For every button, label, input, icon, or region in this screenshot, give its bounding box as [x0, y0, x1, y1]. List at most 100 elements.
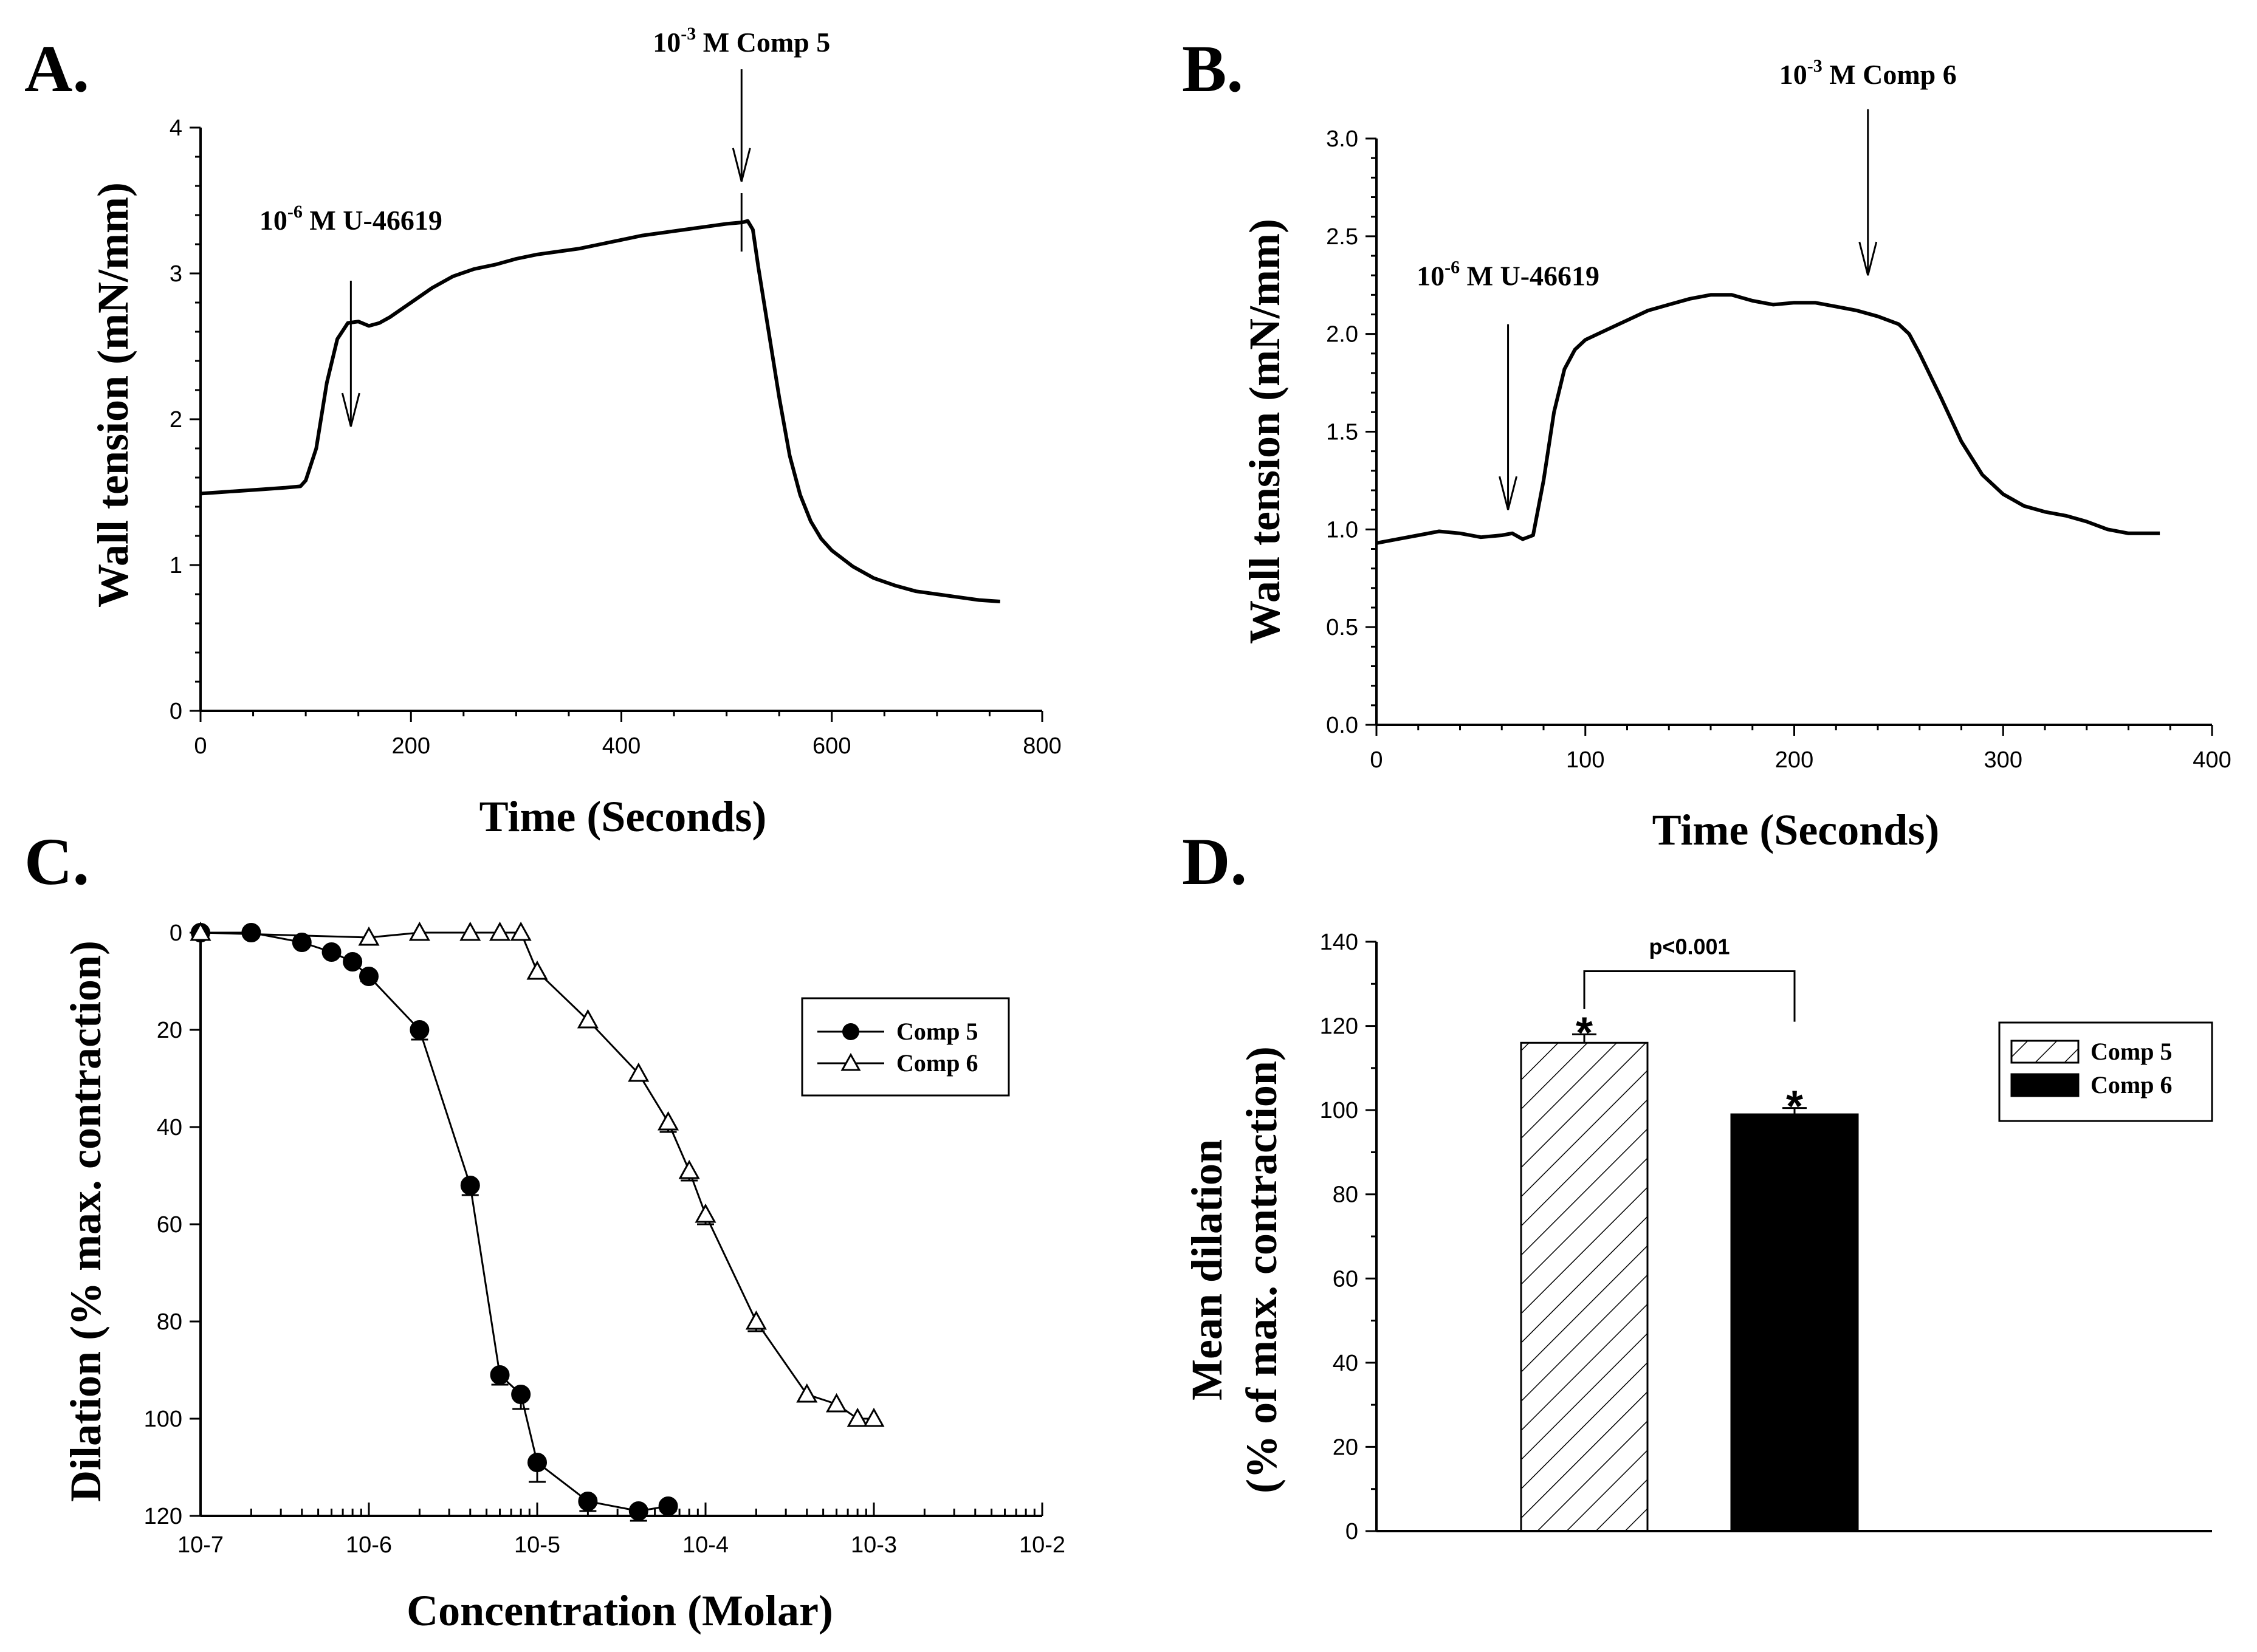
panel-c-legend-label-comp6: Comp 6 [896, 1049, 978, 1077]
panel-c-point-comp6 [526, 960, 548, 980]
panel-a-chart: Time (Seconds) Wall tension (mN/mm) 0 200… [89, 24, 1062, 841]
panel-c-point-comp5 [658, 1496, 678, 1516]
panel-c-point-comp5 [460, 1176, 480, 1195]
panel-a-y-tick-label: 2 [170, 407, 182, 433]
panel-b-x-tick-label: 300 [1984, 747, 2022, 773]
panel-d-y-tick-label: 0 [1345, 1519, 1358, 1544]
panel-b-arrow-head [1858, 241, 1878, 276]
panel-d-y-tick-label: 100 [1320, 1098, 1358, 1123]
panel-c-point-comp5 [527, 1453, 547, 1472]
panel-d-y-tick-label: 20 [1333, 1434, 1358, 1460]
panel-c-x-tick-label: 10-7 [177, 1532, 224, 1558]
panel-c-point-comp6 [825, 1393, 848, 1413]
panel-d-y-tick-label: 120 [1320, 1014, 1358, 1040]
panel-b-y-tick-label: 1.0 [1326, 517, 1358, 543]
panel-d-significance-bracket [1583, 970, 1796, 1022]
panel-a-annotation: 10-6 M U-46619 [259, 202, 442, 236]
panel-a-y-tick-label: 4 [170, 115, 182, 141]
panel-d-y-tick-label: 60 [1333, 1266, 1358, 1292]
panel-a-x-tick-label: 600 [812, 733, 851, 759]
panel-c-point-comp6 [459, 921, 481, 941]
panel-c-x-tick-label: 10-4 [682, 1532, 729, 1558]
panel-b-annotation: 10-3 M Comp 6 [1779, 56, 1957, 90]
panel-letter-c: C. [24, 824, 89, 899]
panel-b-arrow-head [1499, 476, 1518, 510]
panel-c-chart: Concentration (Molar) Dilation (% max. c… [61, 920, 1065, 1635]
panel-d-y-tick-label: 140 [1320, 930, 1358, 955]
panel-c-point-comp6 [408, 921, 430, 941]
panel-c-y-tick-label: 40 [157, 1115, 182, 1140]
panel-c-x-tick-label: 10-6 [346, 1532, 392, 1558]
panel-d-star-comp5: * [1576, 1009, 1593, 1057]
panel-c-point-comp6 [847, 1407, 868, 1427]
panel-c-point-comp6 [678, 1159, 700, 1179]
panel-b-y-tick-label: 0.5 [1326, 615, 1358, 640]
panel-c-y-tick-label: 60 [157, 1212, 182, 1238]
panel-c-x-tick-label: 10-5 [514, 1532, 560, 1558]
panel-c-point-comp6 [489, 921, 511, 941]
panel-c-point-comp5 [343, 952, 363, 972]
panel-c-point-comp6 [190, 921, 211, 941]
panel-d-bar-comp5 [1520, 1041, 1649, 1532]
panel-d-y-tick-label: 80 [1333, 1182, 1358, 1208]
panel-a-x-tick-label: 200 [392, 733, 430, 759]
panel-d-legend-swatch-comp5 [2010, 1040, 2080, 1064]
panel-d-bar-comp6 [1730, 1113, 1859, 1532]
panel-b-y-axis-title: Wall tension (mN/mm) [1240, 219, 1289, 644]
panel-c-series-line-comp6 [200, 931, 874, 1420]
panel-b-annotation: 10-6 M U-46619 [1417, 257, 1599, 291]
panel-c-point-comp6 [863, 1407, 885, 1427]
panel-b-chart: Time (Seconds) Wall tension (mN/mm) 0 100… [1240, 56, 2231, 854]
panel-c-point-comp6 [577, 1009, 599, 1029]
panel-c-y-tick-label: 120 [144, 1504, 182, 1529]
panel-a-x-axis-title: Time (Seconds) [479, 792, 767, 841]
panel-c-y-tick-label: 0 [170, 920, 182, 946]
panel-c-y-tick-label: 80 [157, 1309, 182, 1335]
panel-d-y-tick-label: 40 [1333, 1351, 1358, 1376]
panel-c-point-comp5 [321, 942, 342, 962]
panel-a-arrow-head [732, 148, 751, 182]
panel-b-y-tick-label: 2.0 [1326, 322, 1358, 348]
panel-d-legend-swatch-comp6 [2010, 1073, 2080, 1097]
panel-a-x-tick-label: 400 [602, 733, 641, 759]
panel-d-legend-label-comp5: Comp 5 [2090, 1038, 2172, 1065]
panel-b-y-tick-label: 1.5 [1326, 420, 1358, 445]
panel-a-y-tick-label: 3 [170, 261, 182, 287]
panel-c-point-comp5 [410, 1020, 430, 1040]
panel-b-x-axis-title: Time (Seconds) [1652, 806, 1940, 854]
panel-c-point-comp5 [359, 967, 379, 986]
panel-c-point-comp6 [796, 1383, 818, 1403]
panel-c-y-tick-label: 100 [144, 1407, 182, 1432]
panel-b-x-tick-label: 400 [2193, 747, 2231, 773]
panel-b-x-tick-label: 0 [1370, 747, 1383, 773]
panel-a-annotation: 10-3 M Comp 5 [653, 24, 830, 58]
panel-d-legend-label-comp6: Comp 6 [2090, 1071, 2172, 1098]
panel-b-trace-line [1376, 293, 2160, 545]
panel-b-x-tick-label: 200 [1775, 747, 1813, 773]
panel-d-star-comp6: * [1786, 1083, 1803, 1131]
panel-c-point-comp5 [241, 923, 261, 942]
panel-c-point-comp6 [628, 1062, 650, 1082]
panel-c-x-axis-title: Concentration (Molar) [407, 1586, 833, 1635]
panel-d-significance-label: p<0.001 [1649, 934, 1730, 959]
panel-c-point-comp5 [628, 1501, 648, 1521]
panel-c-point-comp6 [695, 1203, 716, 1223]
panel-c-point-comp5 [578, 1492, 598, 1511]
panel-d-y-axis-title-line1: Mean dilation [1183, 1139, 1231, 1400]
panel-b-y-tick-label: 0.0 [1326, 713, 1358, 738]
panel-letter-a: A. [24, 32, 89, 106]
panel-c-legend-marker-comp5 [842, 1023, 859, 1040]
panel-a-y-tick-label: 0 [170, 699, 182, 724]
panel-c-series-line-comp5 [201, 931, 668, 1512]
panel-a-trace-line [200, 219, 1001, 603]
panel-c-y-tick-label: 20 [157, 1018, 182, 1043]
panel-c-point-comp6 [510, 921, 532, 941]
panel-c-point-comp5 [292, 933, 312, 952]
panel-c-point-comp5 [490, 1365, 510, 1385]
panel-a-arrow-head [341, 392, 360, 427]
panel-a-y-tick-label: 1 [170, 553, 182, 578]
panel-b-x-tick-label: 100 [1566, 747, 1604, 773]
panel-c-y-axis-title: Dilation (% max. contraction) [61, 941, 110, 1502]
panel-c-legend-marker-comp6 [840, 1052, 861, 1071]
